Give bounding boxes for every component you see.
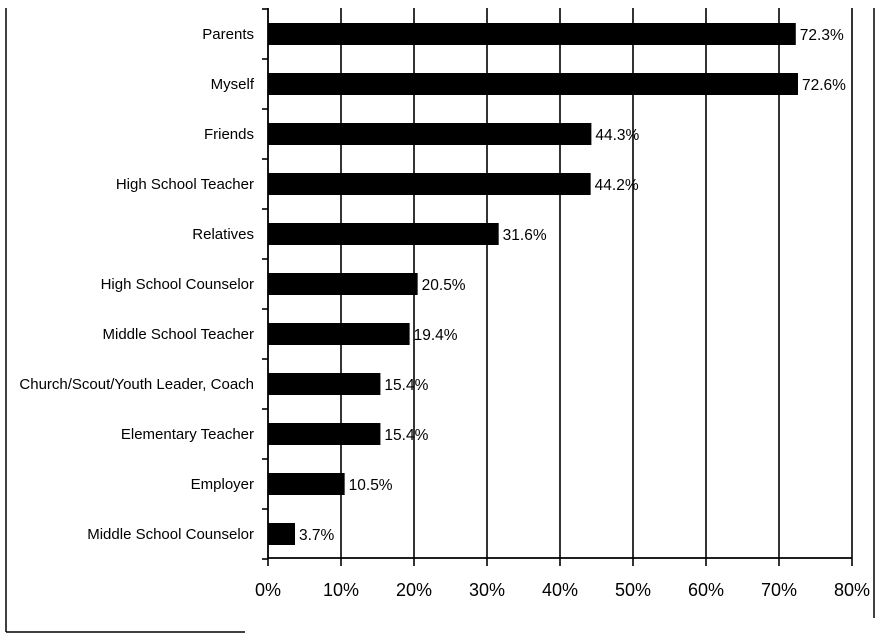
category-label: Church/Scout/Youth Leader, Coach bbox=[19, 376, 254, 393]
bar bbox=[268, 173, 591, 195]
x-tick-label: 80% bbox=[834, 580, 870, 600]
category-label: Friends bbox=[204, 126, 254, 143]
bar bbox=[268, 123, 592, 145]
category-label: Middle School Counselor bbox=[87, 526, 254, 543]
labels: 0% 10% 20% 30% 40% 50% 60% 70% 80% Parents 72.3% My… bbox=[19, 26, 870, 600]
x-tick-label: 70% bbox=[761, 580, 797, 600]
bars bbox=[268, 23, 798, 545]
x-tick-label: 50% bbox=[615, 580, 651, 600]
data-label: 15.4% bbox=[384, 377, 428, 394]
data-label: 3.7% bbox=[299, 527, 335, 544]
bar bbox=[268, 223, 499, 245]
data-label: 10.5% bbox=[349, 477, 393, 494]
bar bbox=[268, 273, 418, 295]
category-label: Employer bbox=[191, 476, 254, 493]
data-label: 20.5% bbox=[422, 277, 466, 294]
x-tick-label: 20% bbox=[396, 580, 432, 600]
x-tick-label: 40% bbox=[542, 580, 578, 600]
bar bbox=[268, 473, 345, 495]
x-tick-label: 30% bbox=[469, 580, 505, 600]
bar bbox=[268, 73, 798, 95]
data-label: 72.3% bbox=[800, 27, 844, 44]
bar bbox=[268, 523, 296, 545]
data-label: 31.6% bbox=[503, 227, 547, 244]
x-tick-label: 0% bbox=[255, 580, 281, 600]
x-tick-label: 60% bbox=[688, 580, 724, 600]
category-label: Parents bbox=[202, 26, 254, 43]
bar bbox=[268, 23, 796, 45]
data-label: 44.3% bbox=[595, 127, 639, 144]
bar bbox=[268, 423, 381, 445]
bar bbox=[268, 373, 381, 395]
bar bbox=[268, 323, 410, 345]
data-label: 19.4% bbox=[414, 327, 458, 344]
category-label: Myself bbox=[211, 76, 255, 93]
x-tick-label: 10% bbox=[323, 580, 359, 600]
category-label: Middle School Teacher bbox=[103, 326, 254, 343]
category-label: Relatives bbox=[192, 226, 254, 243]
data-label: 44.2% bbox=[595, 177, 639, 194]
category-label: High School Counselor bbox=[101, 276, 254, 293]
data-label: 15.4% bbox=[384, 427, 428, 444]
data-label: 72.6% bbox=[802, 77, 846, 94]
category-label: Elementary Teacher bbox=[121, 426, 254, 443]
category-label: High School Teacher bbox=[116, 176, 254, 193]
